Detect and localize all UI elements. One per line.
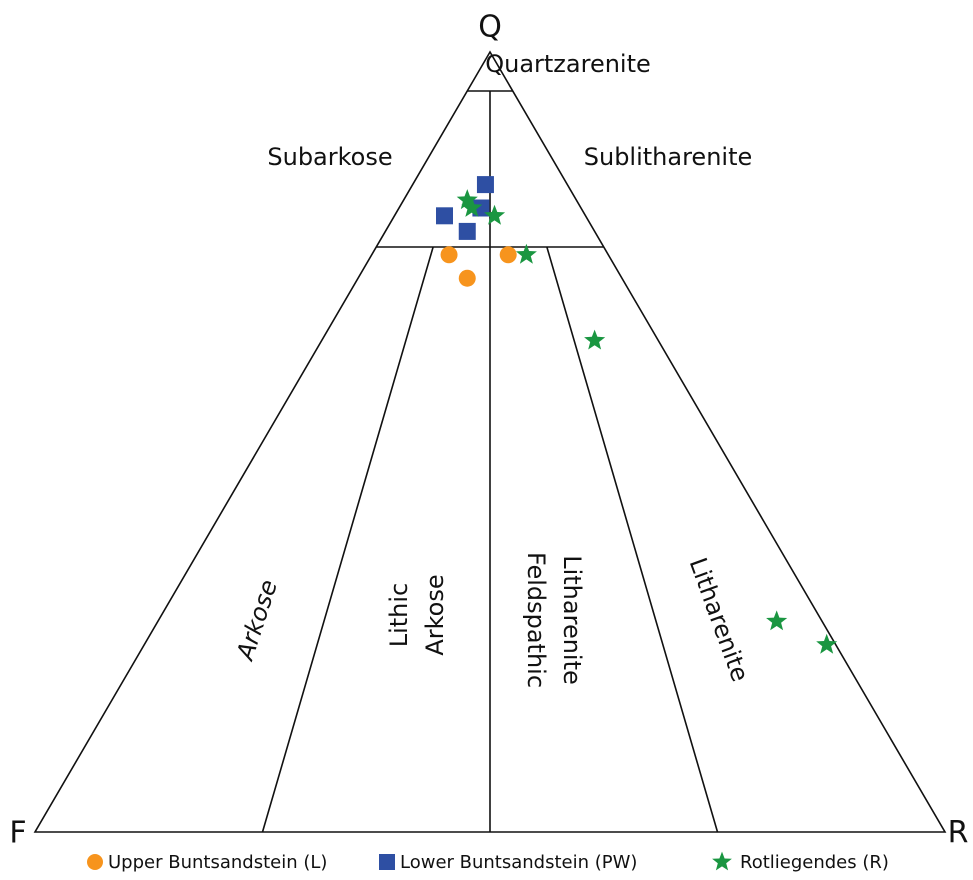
point: [816, 633, 838, 654]
legend-label: Lower Buntsandstein (PW): [400, 852, 637, 873]
region-label: Arkose: [230, 576, 283, 665]
legend-marker: [87, 854, 103, 870]
region-label: Quartzarenite: [485, 50, 651, 78]
legend-item: Rotliegendes (R): [712, 851, 889, 873]
point: [461, 196, 483, 217]
region-label-line: Arkose: [421, 574, 449, 655]
region-label-line: Sublitharenite: [584, 143, 753, 171]
region-label-line: Arkose: [230, 576, 283, 665]
point: [458, 222, 476, 240]
region-label: Sublitharenite: [584, 143, 753, 171]
region-label: Feldspathic Litharenite: [522, 552, 586, 688]
point: [458, 269, 476, 287]
region-label-line: Lithic: [385, 583, 413, 648]
region-label: Subarkose: [267, 143, 392, 171]
point: [499, 246, 517, 264]
point: [515, 243, 537, 264]
region-label-line: Subarkose: [267, 143, 392, 171]
field-boundary: [261, 246, 434, 833]
legend-item: Lower Buntsandstein (PW): [379, 852, 637, 873]
point: [766, 610, 788, 631]
point: [476, 176, 494, 194]
point: [436, 207, 453, 225]
point: [584, 329, 606, 350]
vertex-label: F: [9, 816, 26, 851]
field-boundary: [546, 246, 719, 833]
region-label: Litharenite: [684, 554, 755, 685]
point: [440, 246, 458, 264]
vertex-label: R: [948, 816, 969, 851]
region-label: Lithic Arkose: [385, 574, 449, 655]
legend-label: Rotliegendes (R): [740, 852, 889, 873]
region-label-line: Quartzarenite: [485, 50, 651, 78]
legend-marker: [379, 854, 395, 870]
legend-label: Upper Buntsandstein (L): [108, 852, 327, 873]
vertex-label: Q: [478, 10, 502, 45]
region-label-line: Litharenite: [684, 554, 755, 685]
legend-item: Upper Buntsandstein (L): [87, 852, 327, 873]
point: [456, 189, 478, 210]
legend-marker: [712, 851, 732, 871]
point: [484, 204, 506, 225]
region-label-line: Feldspathic: [522, 552, 550, 688]
region-label-line: Litharenite: [558, 555, 586, 685]
